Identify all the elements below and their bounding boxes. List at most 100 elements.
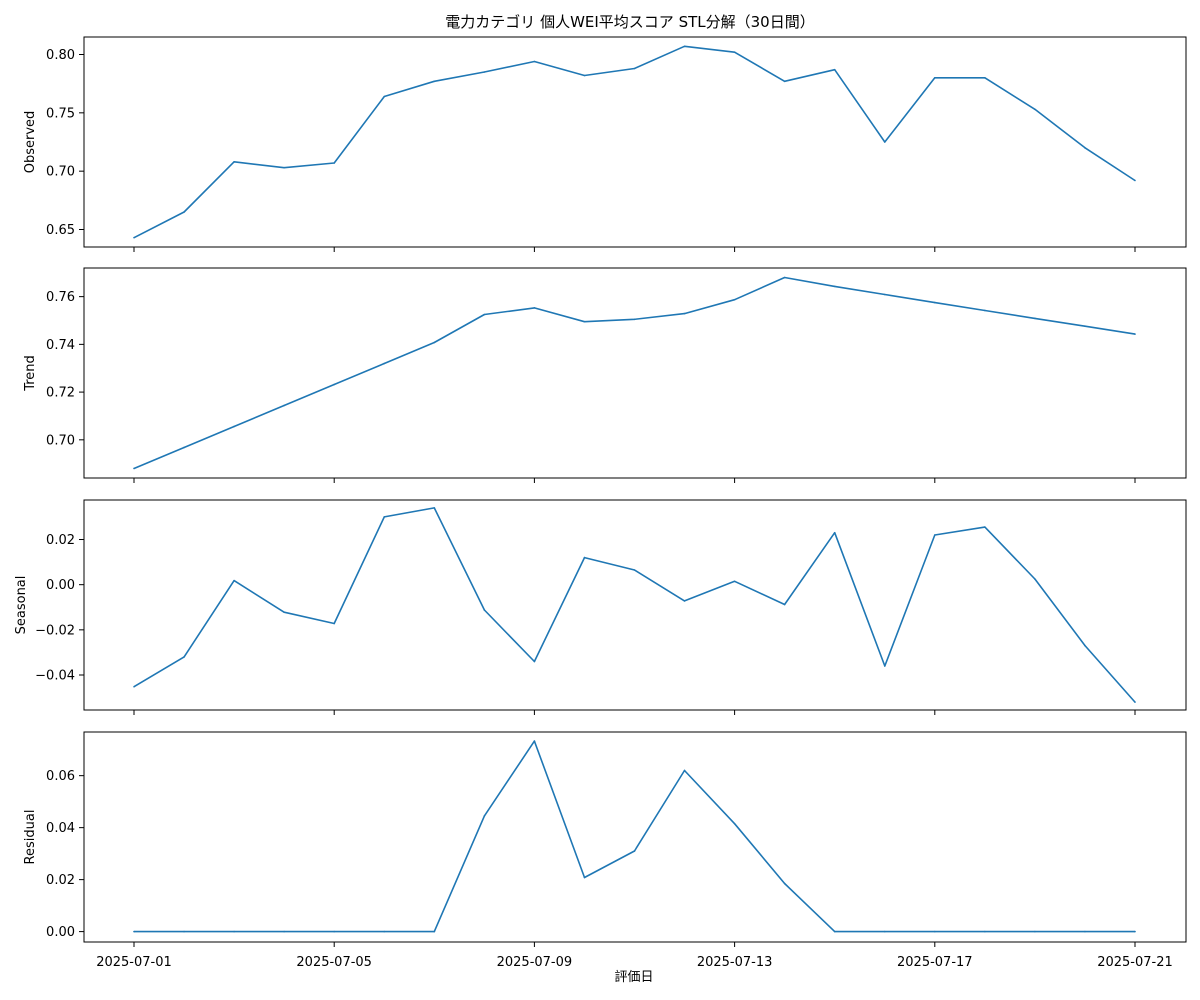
data-point-seasonal [633,569,636,571]
x-tick-label: 2025-07-21 [1097,955,1173,970]
data-point-seasonal [283,611,285,614]
y-tick-label-residual: 0.02 [46,873,75,888]
y-tick-label-seasonal: 0.00 [46,578,75,593]
data-point-trend [133,467,135,470]
data-point-seasonal [1084,644,1086,647]
data-point-residual [433,930,436,933]
y-tick-label-observed: 0.65 [46,223,75,238]
data-point-residual [283,930,285,933]
data-point-trend [183,446,185,449]
y-tick-label-residual: 0.06 [46,769,75,784]
data-point-residual [683,769,686,772]
data-point-residual [934,930,936,933]
data-point-residual [533,740,536,742]
series-line-residual [134,740,1135,933]
data-point-residual [1084,930,1086,933]
data-point-seasonal [883,665,886,667]
panel-seasonal: −0.04 −0.02 0.00 0.02 Seasonal [14,499,1187,715]
data-point-observed [383,95,386,98]
data-point-seasonal [934,534,936,536]
x-tick-label: 2025-07-13 [697,955,773,970]
data-point-observed [783,80,786,83]
data-point-residual [783,882,786,885]
data-point-observed [283,166,285,169]
data-point-trend [984,309,986,312]
panel-residual: 0.00 0.02 0.04 0.06 2025-07-01 2025-07-05 2025… [23,731,1187,970]
data-point-observed [533,60,536,63]
figure-title: 電力カテゴリ 個人WEI平均スコア STL分解（30日間） [445,13,814,31]
data-point-trend [233,425,235,428]
data-point-seasonal [783,603,786,606]
data-point-seasonal [133,685,135,688]
data-point-trend [833,285,836,288]
data-point-trend [633,318,636,321]
data-point-trend [583,320,586,323]
data-point-seasonal [333,622,336,625]
axes-frame-seasonal [83,499,1187,711]
data-point-observed [1134,179,1136,182]
x-tick-label: 2025-07-17 [897,955,973,970]
data-point-trend [883,293,886,296]
data-point-trend [1084,325,1086,328]
data-point-seasonal [833,531,836,534]
y-tick-label-observed: 0.80 [46,48,75,63]
data-point-residual [233,930,235,933]
data-point-seasonal [383,516,386,518]
series-line-trend [133,276,1136,470]
data-point-residual [633,850,636,852]
axes-frame-trend [83,267,1187,479]
data-point-residual [133,930,135,933]
data-point-seasonal [483,609,486,611]
panels: 0.65 0.70 0.75 0.80 Observed 0.70 0.72 0.74 0.76… [14,36,1187,970]
data-point-observed [633,67,636,70]
data-point-trend [433,341,436,344]
x-tick-label: 2025-07-01 [96,955,172,970]
data-point-observed [934,77,936,79]
data-point-observed [483,71,486,73]
data-point-trend [483,313,486,316]
y-tick-label-observed: 0.75 [46,106,75,121]
axes-frame-residual [83,731,1187,943]
data-point-seasonal [583,556,586,559]
y-tick-label-trend: 0.72 [46,386,75,401]
y-tick-label-seasonal: −0.02 [35,623,75,638]
data-point-observed [133,236,135,239]
data-point-trend [333,383,336,386]
data-point-observed [1034,108,1036,111]
data-point-residual [383,930,386,933]
data-point-residual [833,930,836,933]
data-point-trend [783,276,786,279]
data-point-trend [1034,317,1036,320]
data-point-trend [733,298,736,301]
x-tick-label: 2025-07-09 [497,955,573,970]
data-point-seasonal [533,660,536,663]
y-tick-label-trend: 0.76 [46,290,75,305]
data-point-observed [583,74,586,77]
x-tick-label: 2025-07-05 [296,955,372,970]
y-tick-label-residual: 0.00 [46,925,75,940]
data-point-trend [683,312,686,315]
data-point-seasonal [1034,578,1036,580]
data-point-observed [433,80,436,83]
x-axis-label: 評価日 [614,970,653,985]
y-tick-label-seasonal: −0.04 [35,669,75,684]
data-point-trend [533,307,536,309]
data-point-observed [683,45,686,48]
data-point-observed [233,161,235,163]
y-tick-label-seasonal: 0.02 [46,533,75,548]
y-tick-label-residual: 0.04 [46,821,75,836]
data-point-observed [183,211,185,213]
data-point-residual [1134,930,1136,933]
data-point-trend [1134,333,1136,335]
data-point-observed [833,68,836,71]
panel-observed: 0.65 0.70 0.75 0.80 Observed [23,36,1187,252]
data-point-seasonal [683,600,686,602]
data-point-residual [333,930,336,933]
series-line-observed [133,45,1136,239]
data-point-residual [1034,930,1036,933]
y-tick-label-trend: 0.74 [46,338,75,353]
y-axis-label-residual: Residual [23,810,38,865]
data-point-residual [183,930,185,933]
data-point-seasonal [733,580,736,583]
